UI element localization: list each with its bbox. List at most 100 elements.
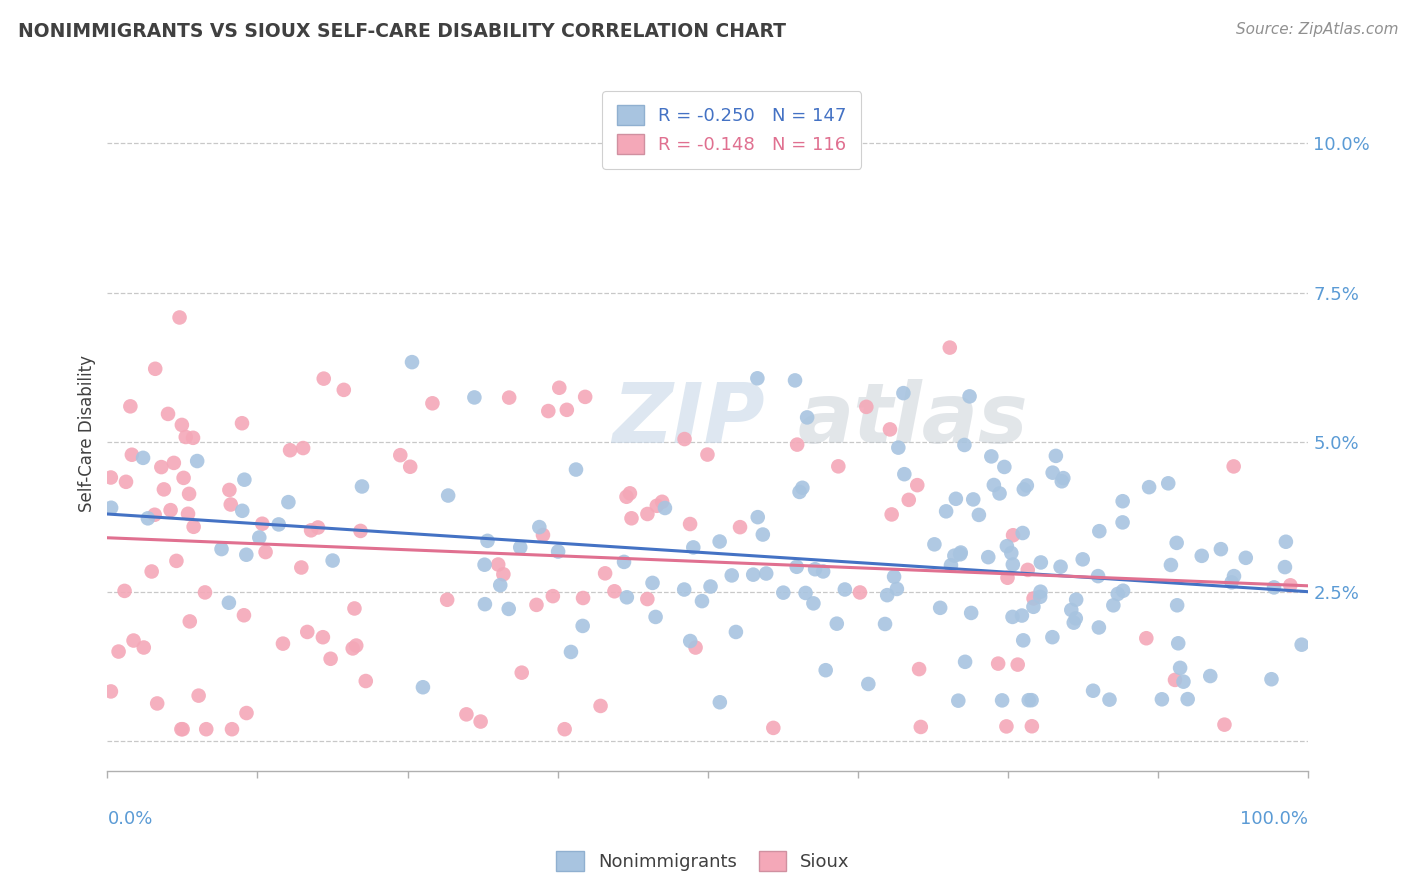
- Point: [616, 490, 638, 504]
- Point: [959, 389, 981, 403]
- Point: [100, 684, 122, 698]
- Point: [1279, 578, 1302, 592]
- Point: [939, 558, 962, 573]
- Point: [571, 619, 593, 633]
- Point: [531, 528, 554, 542]
- Point: [980, 450, 1002, 464]
- Point: [186, 454, 208, 468]
- Point: [1177, 692, 1199, 706]
- Point: [910, 720, 932, 734]
- Point: [498, 391, 520, 405]
- Point: [803, 596, 825, 610]
- Point: [814, 663, 837, 677]
- Point: [136, 511, 159, 525]
- Point: [1234, 550, 1257, 565]
- Point: [169, 310, 191, 325]
- Point: [1001, 558, 1024, 572]
- Point: [728, 520, 751, 534]
- Point: [953, 438, 976, 452]
- Point: [1275, 534, 1298, 549]
- Point: [218, 596, 240, 610]
- Point: [886, 582, 908, 596]
- Point: [1166, 536, 1188, 550]
- Point: [988, 486, 1011, 500]
- Point: [1111, 494, 1133, 508]
- Point: [948, 693, 970, 707]
- Point: [995, 539, 1018, 553]
- Point: [827, 459, 849, 474]
- Point: [120, 400, 142, 414]
- Point: [641, 575, 664, 590]
- Point: [834, 582, 856, 597]
- Point: [233, 473, 256, 487]
- Point: [172, 722, 194, 736]
- Point: [1064, 592, 1087, 607]
- Point: [141, 565, 163, 579]
- Point: [1029, 584, 1052, 599]
- Point: [235, 706, 257, 720]
- Point: [170, 722, 193, 736]
- Point: [939, 341, 962, 355]
- Point: [231, 416, 253, 430]
- Text: atlas: atlas: [799, 379, 1029, 460]
- Point: [720, 568, 742, 582]
- Legend: R = -0.250   N = 147, R = -0.148   N = 116: R = -0.250 N = 147, R = -0.148 N = 116: [602, 91, 862, 169]
- Point: [132, 450, 155, 465]
- Point: [724, 624, 747, 639]
- Point: [235, 548, 257, 562]
- Point: [174, 430, 197, 444]
- Point: [489, 578, 512, 592]
- Point: [219, 498, 242, 512]
- Point: [673, 432, 696, 446]
- Point: [115, 475, 138, 489]
- Point: [132, 640, 155, 655]
- Point: [905, 478, 928, 492]
- Point: [880, 508, 903, 522]
- Point: [1209, 542, 1232, 557]
- Point: [747, 371, 769, 385]
- Point: [173, 471, 195, 485]
- Point: [183, 520, 205, 534]
- Point: [987, 657, 1010, 671]
- Point: [935, 504, 957, 518]
- Point: [794, 586, 817, 600]
- Point: [574, 390, 596, 404]
- Point: [991, 693, 1014, 707]
- Point: [1015, 478, 1038, 492]
- Point: [100, 500, 122, 515]
- Point: [673, 582, 696, 597]
- Point: [278, 443, 301, 458]
- Text: ZIP: ZIP: [612, 379, 765, 460]
- Point: [967, 508, 990, 522]
- Point: [690, 594, 713, 608]
- Point: [616, 591, 638, 605]
- Point: [221, 722, 243, 736]
- Point: [685, 640, 707, 655]
- Point: [1040, 630, 1063, 644]
- Point: [786, 559, 808, 574]
- Point: [654, 501, 676, 516]
- Point: [547, 544, 569, 558]
- Point: [267, 517, 290, 532]
- Point: [762, 721, 785, 735]
- Point: [858, 677, 880, 691]
- Point: [1088, 524, 1111, 538]
- Point: [949, 547, 972, 561]
- Point: [1022, 599, 1045, 614]
- Point: [645, 499, 668, 513]
- Point: [247, 531, 270, 545]
- Point: [1166, 599, 1188, 613]
- Point: [1007, 657, 1029, 672]
- Point: [825, 616, 848, 631]
- Point: [510, 665, 533, 680]
- Point: [1087, 569, 1109, 583]
- Y-axis label: Self-Care Disability: Self-Care Disability: [79, 355, 96, 512]
- Point: [477, 533, 499, 548]
- Point: [1022, 591, 1045, 606]
- Point: [554, 722, 576, 736]
- Point: [537, 404, 560, 418]
- Point: [211, 542, 233, 557]
- Text: NONIMMIGRANTS VS SIOUX SELF-CARE DISABILITY CORRELATION CHART: NONIMMIGRANTS VS SIOUX SELF-CARE DISABIL…: [18, 22, 786, 41]
- Point: [231, 504, 253, 518]
- Point: [271, 637, 294, 651]
